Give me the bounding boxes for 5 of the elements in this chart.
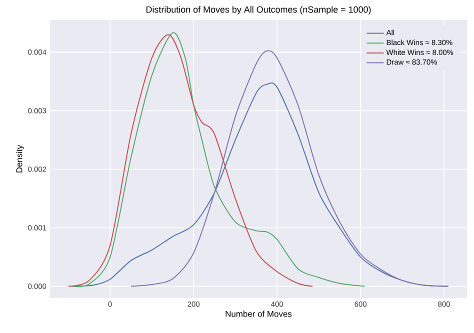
y-axis-title: Density (16, 144, 24, 172)
line-series (68, 34, 314, 287)
x-axis-title: Number of Moves (226, 310, 292, 317)
line-series (72, 32, 366, 288)
chart-title: Distribution of Moves by All Outcomes (nSample = 1000) (146, 6, 371, 14)
